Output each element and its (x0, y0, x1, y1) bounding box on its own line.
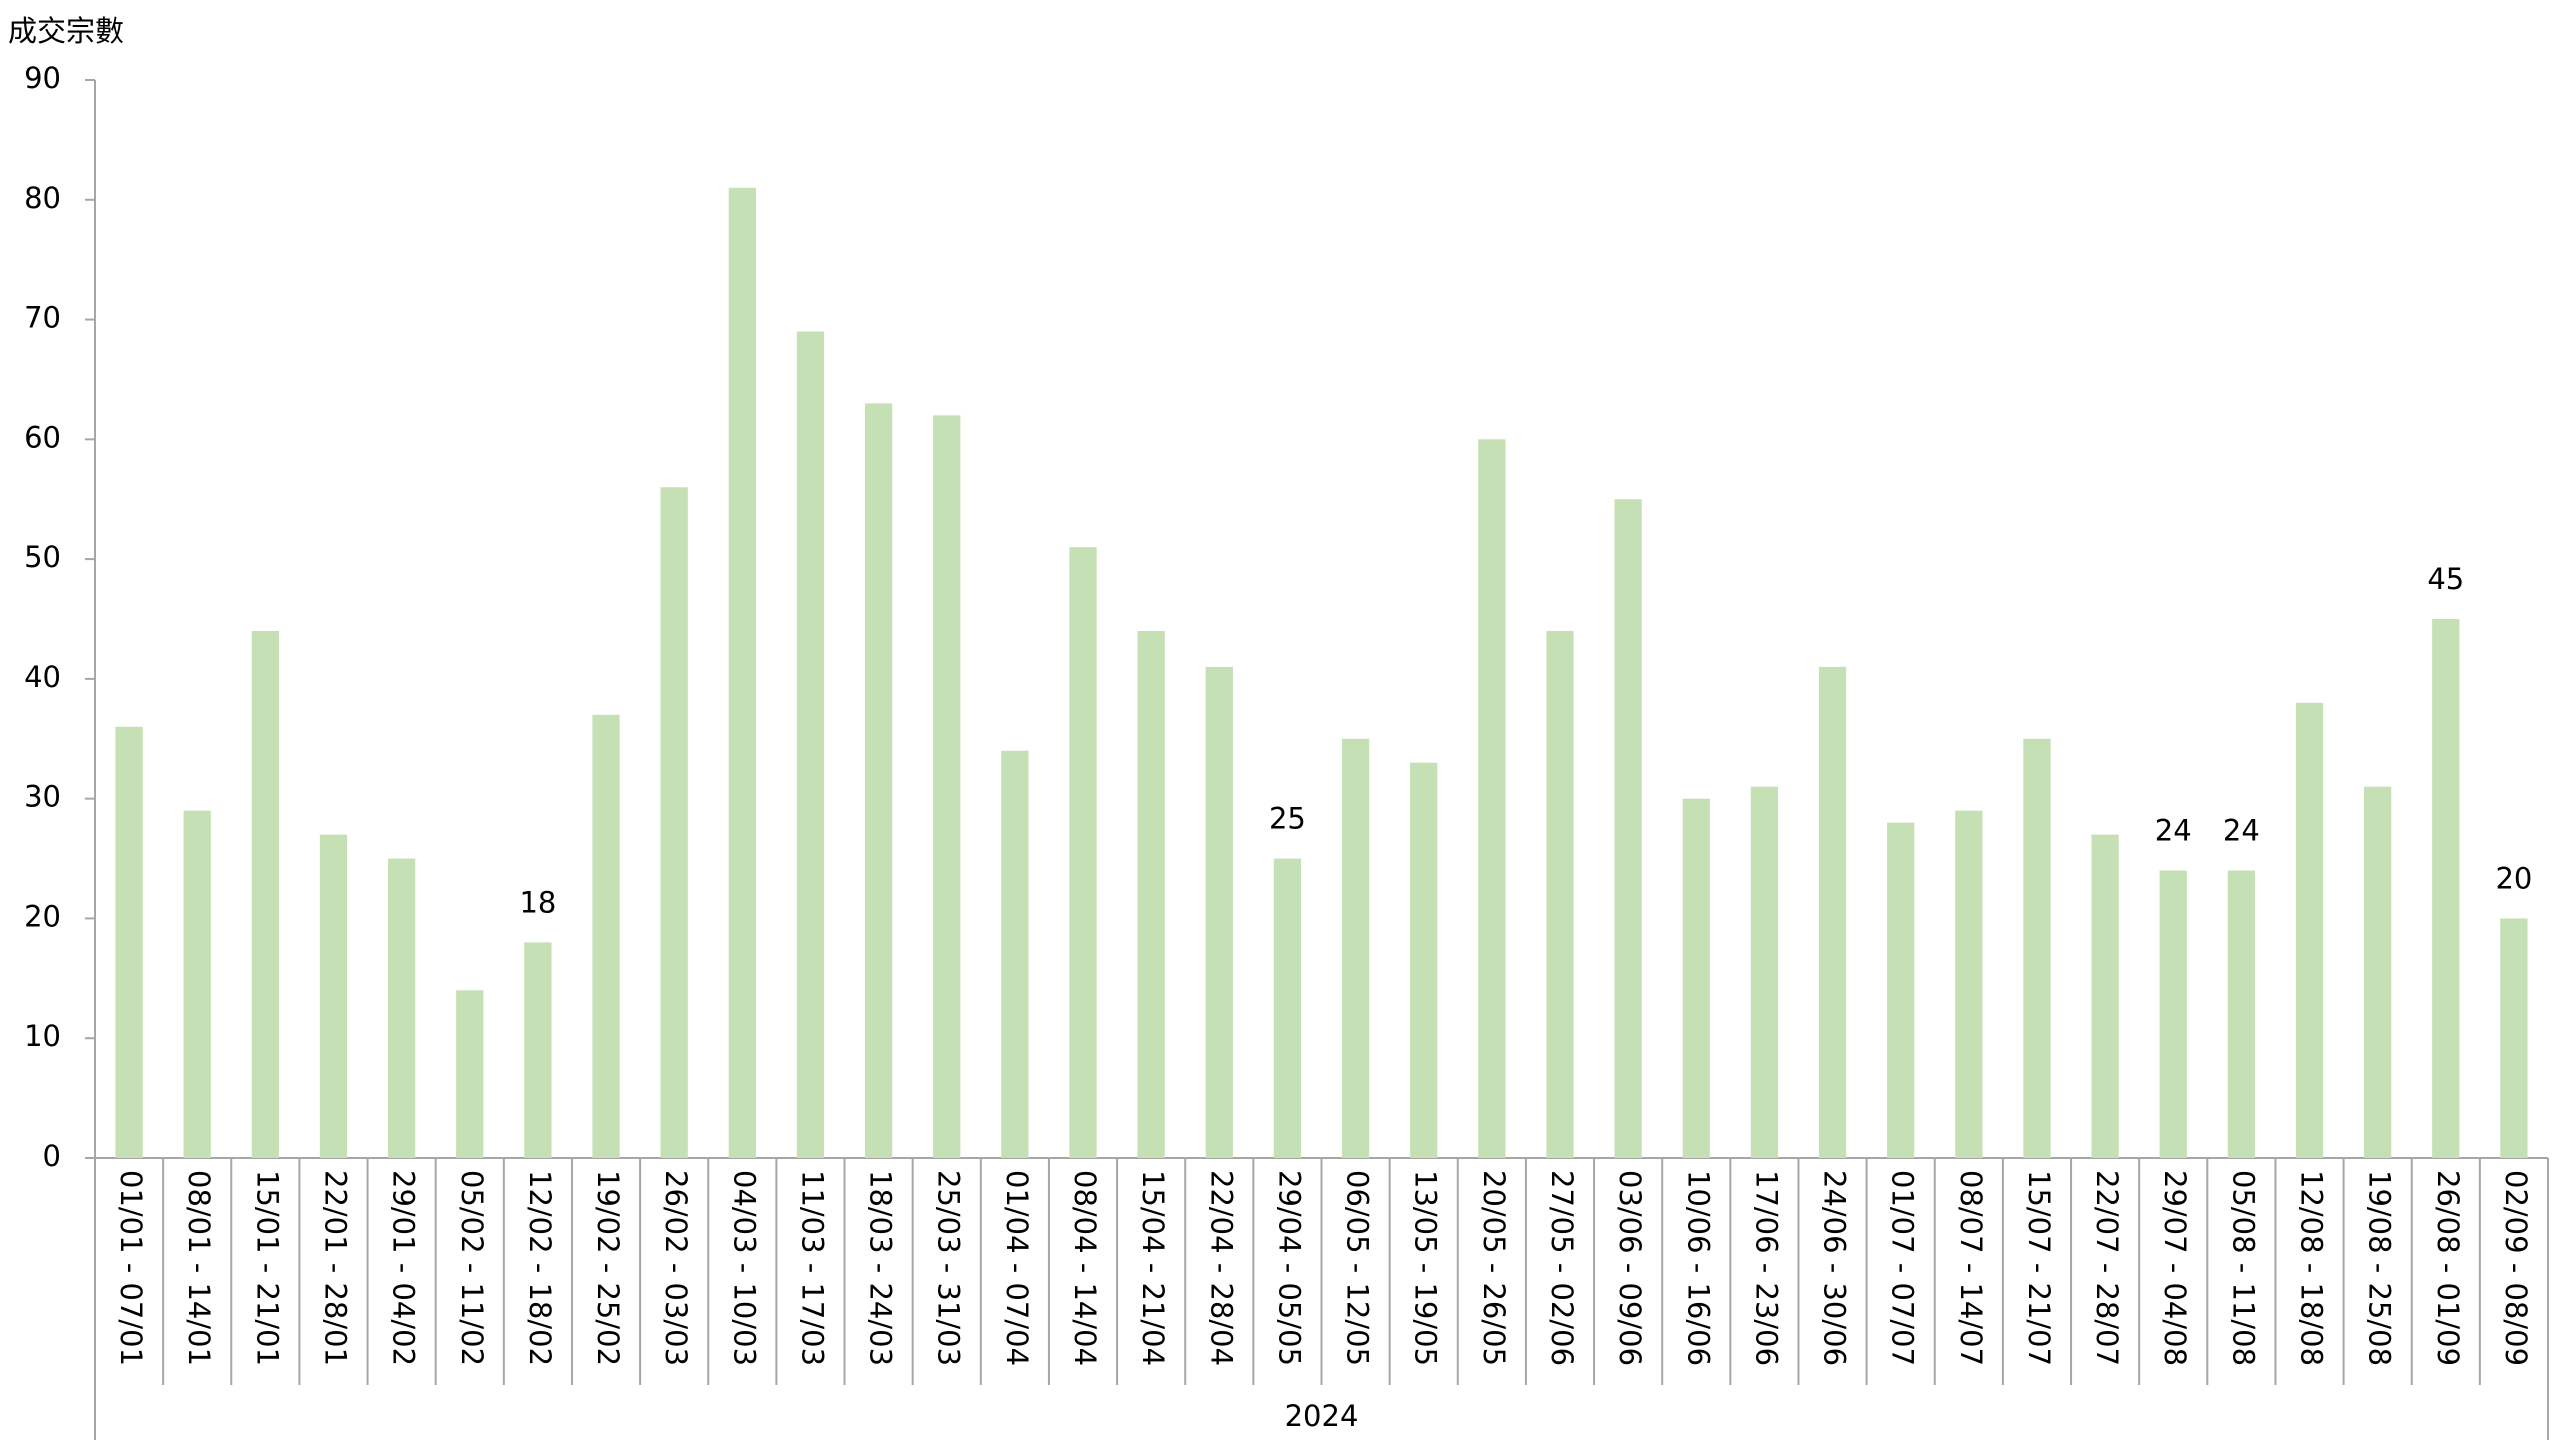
bar (933, 415, 961, 1158)
x-tick-label: 08/07 - 14/07 (1954, 1170, 1988, 1366)
bar (796, 331, 825, 1158)
x-tick-label: 15/07 - 21/07 (2022, 1170, 2056, 1366)
bar (2227, 870, 2256, 1158)
x-tick-label: 10/06 - 16/06 (1681, 1170, 1715, 1366)
x-tick-label: 06/05 - 12/05 (1341, 1170, 1375, 1366)
y-tick-label: 70 (24, 301, 61, 335)
x-tick-label: 19/08 - 25/08 (2363, 1170, 2397, 1366)
y-tick-label: 60 (24, 420, 61, 454)
bar (1205, 666, 1233, 1158)
x-tick-label: 13/05 - 19/05 (1409, 1170, 1443, 1366)
bar (1069, 547, 1097, 1158)
bar (1750, 786, 1779, 1158)
y-tick-label: 20 (24, 899, 61, 933)
bar (2159, 870, 2187, 1158)
value-label: 24 (2223, 814, 2260, 848)
x-tick-label: 26/08 - 01/09 (2431, 1170, 2465, 1366)
y-tick-label: 90 (24, 61, 61, 95)
bar (2295, 702, 2324, 1158)
bar (1001, 750, 1029, 1158)
x-tick-label: 01/04 - 07/04 (1000, 1170, 1034, 1366)
bar (115, 726, 143, 1158)
y-tick-label: 40 (24, 660, 61, 694)
bar (864, 403, 893, 1158)
bar (2091, 834, 2119, 1158)
bar (2364, 786, 2392, 1158)
group-label: 2024 (1285, 1399, 1359, 1433)
bar (1273, 858, 1302, 1158)
bar (456, 990, 484, 1158)
value-label: 20 (2495, 861, 2532, 895)
x-tick-label: 26/02 - 03/03 (659, 1170, 693, 1366)
x-tick-label: 03/06 - 09/06 (1613, 1170, 1647, 1366)
bar (1137, 630, 1165, 1158)
bar (251, 630, 279, 1158)
x-tick-label: 15/04 - 21/04 (1136, 1170, 1170, 1366)
x-tick-label: 20/05 - 26/05 (1477, 1170, 1511, 1366)
y-tick-label: 50 (24, 540, 61, 574)
bar (1887, 822, 1915, 1158)
bar (387, 858, 416, 1158)
bar (1682, 798, 1710, 1158)
x-tick-label: 18/03 - 24/03 (864, 1170, 898, 1366)
x-tick-label: 15/01 - 21/01 (250, 1170, 284, 1366)
y-tick-label: 30 (24, 780, 61, 814)
bar (1818, 666, 1847, 1158)
bar (1955, 810, 1983, 1158)
x-tick-label: 05/02 - 11/02 (455, 1170, 489, 1366)
bar (2432, 619, 2460, 1158)
x-tick-label: 05/08 - 11/08 (2226, 1170, 2260, 1366)
bar (183, 810, 211, 1158)
x-tick-label: 25/03 - 31/03 (932, 1170, 966, 1366)
bar (592, 714, 620, 1158)
bar (2023, 738, 2051, 1158)
bar (319, 834, 348, 1158)
value-label: 18 (519, 885, 556, 919)
x-tick-label: 04/03 - 10/03 (727, 1170, 761, 1366)
bar (2500, 918, 2528, 1158)
x-tick-label: 11/03 - 17/03 (795, 1170, 829, 1366)
x-tick-label: 12/02 - 18/02 (523, 1170, 557, 1366)
x-tick-label: 29/04 - 05/05 (1272, 1170, 1306, 1366)
x-tick-label: 08/01 - 14/01 (182, 1170, 216, 1366)
value-label: 25 (1269, 802, 1306, 836)
x-tick-label: 01/07 - 07/07 (1886, 1170, 1920, 1366)
y-tick-label: 10 (24, 1019, 61, 1053)
bar (1546, 630, 1574, 1158)
x-tick-label: 27/05 - 02/06 (1545, 1170, 1579, 1366)
bar (1614, 499, 1642, 1158)
x-tick-label: 24/06 - 30/06 (1818, 1170, 1852, 1366)
bar (524, 942, 552, 1158)
value-label: 45 (2427, 562, 2464, 596)
x-tick-label: 29/01 - 04/02 (387, 1170, 421, 1366)
x-tick-label: 22/07 - 28/07 (2090, 1170, 2124, 1366)
value-label: 24 (2155, 814, 2192, 848)
x-tick-label: 08/04 - 14/04 (1068, 1170, 1102, 1366)
x-tick-label: 22/04 - 28/04 (1204, 1170, 1238, 1366)
x-tick-label: 29/07 - 04/08 (2158, 1170, 2192, 1366)
x-tick-label: 12/08 - 18/08 (2295, 1170, 2329, 1366)
bar (660, 487, 688, 1158)
x-tick-label: 19/02 - 25/02 (591, 1170, 625, 1366)
bar (1341, 738, 1370, 1158)
bar (1478, 439, 1506, 1158)
x-tick-label: 01/01 - 07/01 (114, 1170, 148, 1366)
y-axis-title: 成交宗數 (8, 14, 124, 48)
bar (728, 187, 756, 1159)
y-tick-label: 80 (24, 181, 61, 215)
x-tick-label: 02/09 - 08/09 (2499, 1170, 2533, 1366)
bar (1410, 762, 1438, 1158)
y-tick-label: 0 (43, 1139, 61, 1173)
x-tick-label: 17/06 - 23/06 (1749, 1170, 1783, 1366)
x-tick-label: 22/01 - 28/01 (318, 1170, 352, 1366)
